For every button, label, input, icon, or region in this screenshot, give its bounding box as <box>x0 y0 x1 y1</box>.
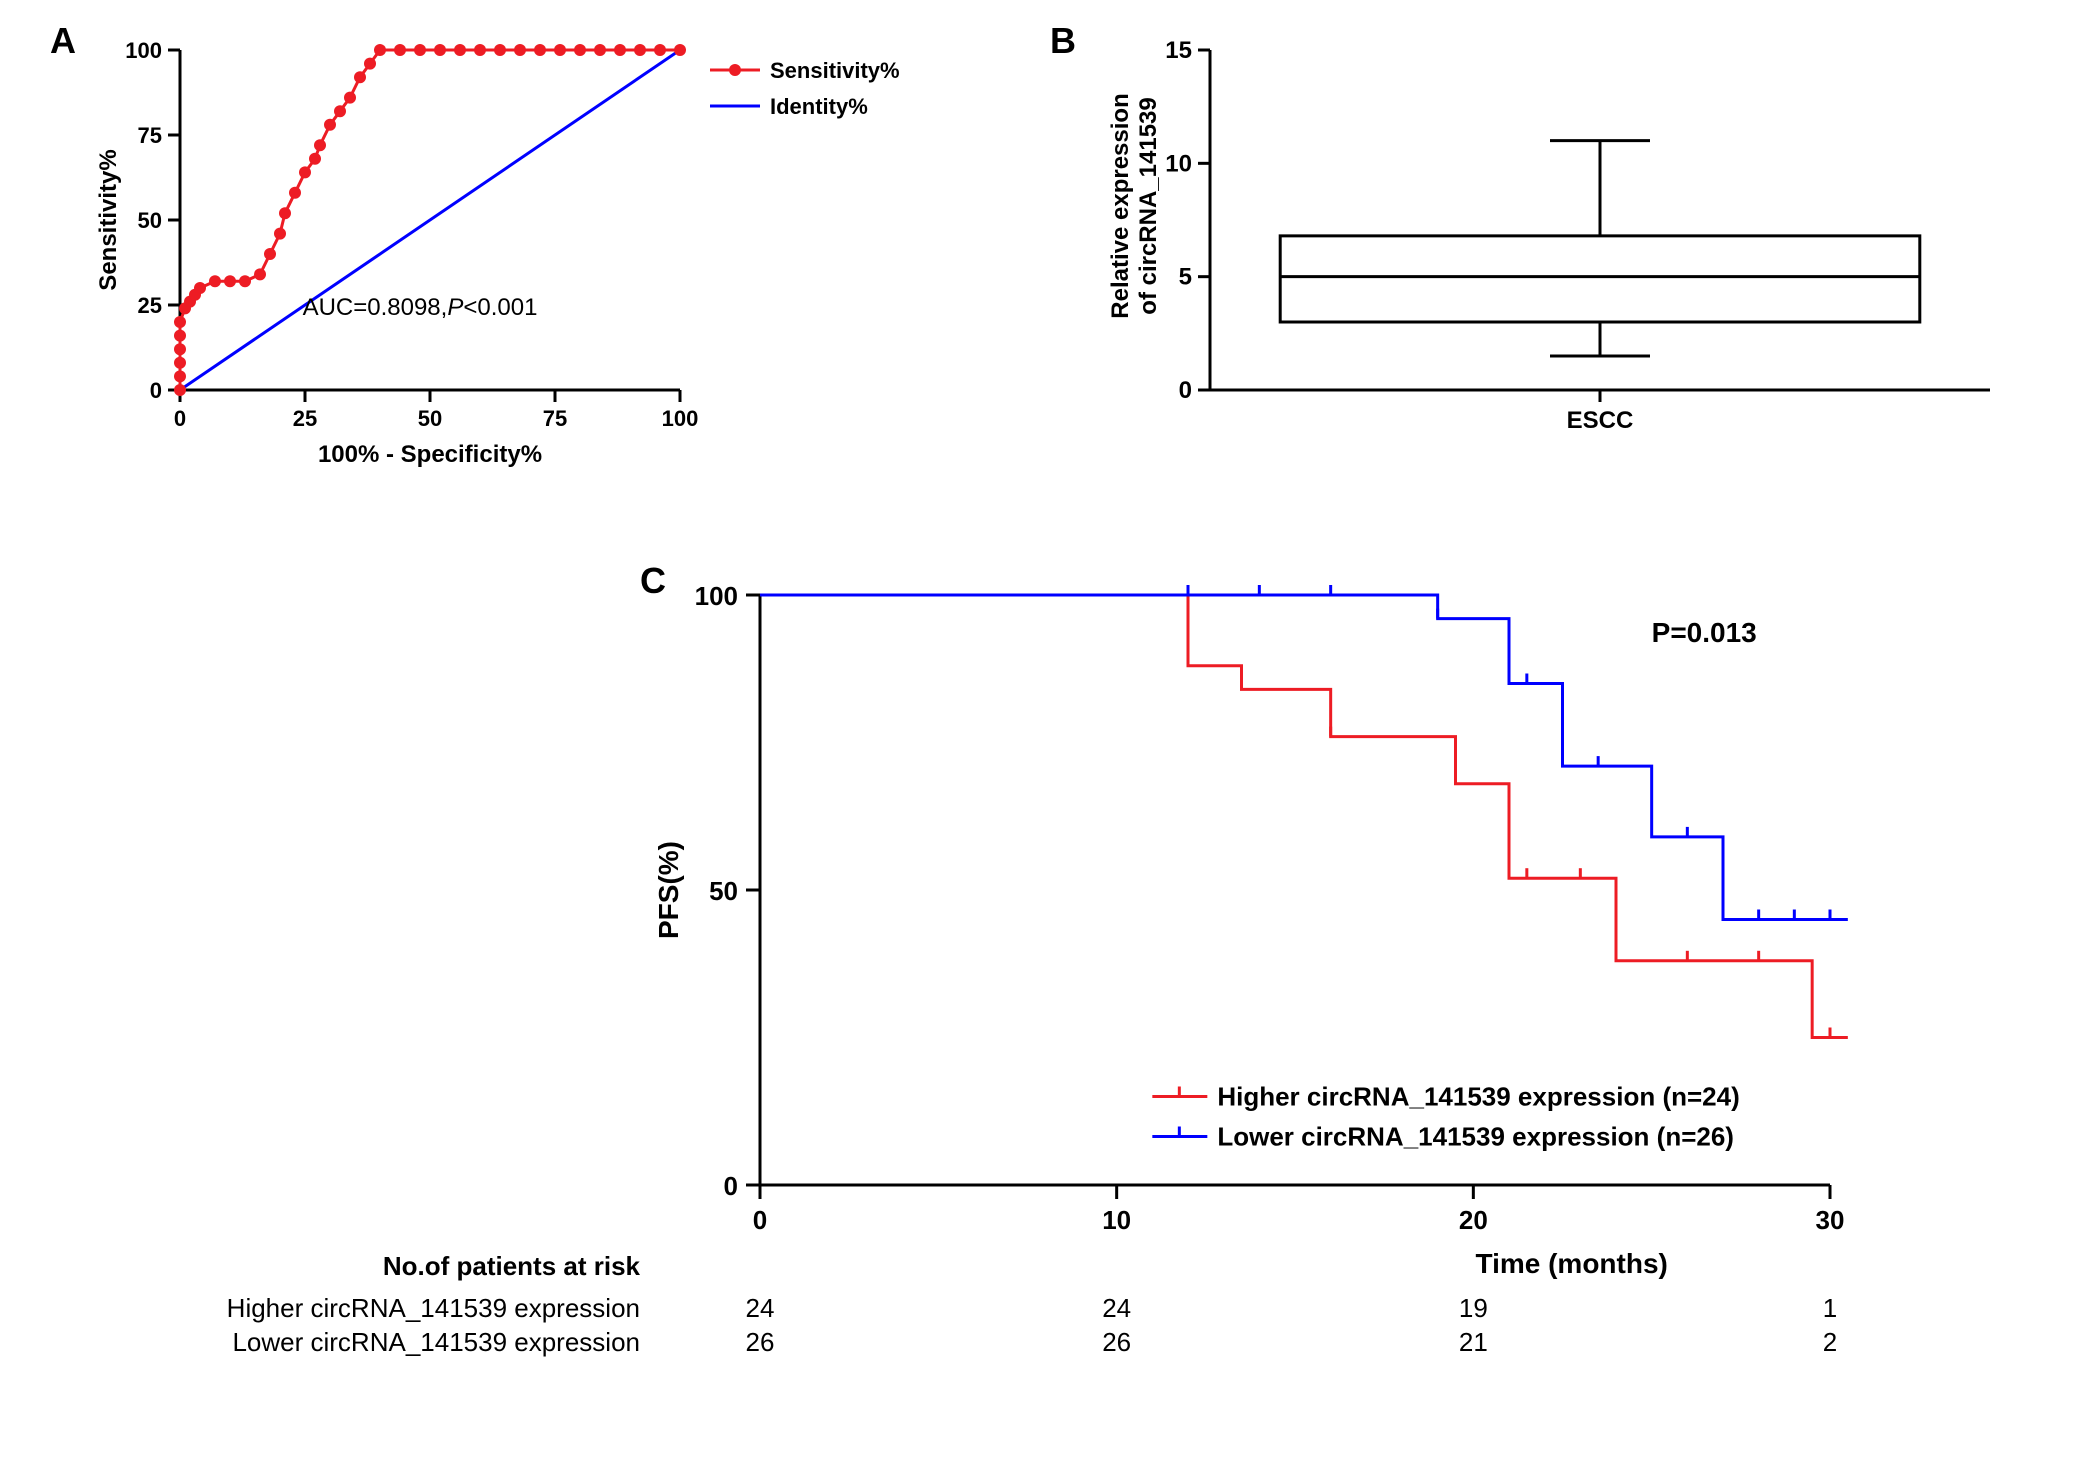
svg-text:15: 15 <box>1165 37 1192 64</box>
svg-text:21: 21 <box>1459 1327 1488 1357</box>
svg-text:0: 0 <box>150 378 162 403</box>
svg-text:0: 0 <box>753 1205 767 1235</box>
svg-text:2: 2 <box>1823 1327 1837 1357</box>
svg-text:AUC=0.8098,P<0.001: AUC=0.8098,P<0.001 <box>303 294 538 321</box>
svg-text:of circRNA_141539: of circRNA_141539 <box>1135 97 1162 314</box>
svg-text:Sensitivity%: Sensitivity% <box>95 149 122 290</box>
km-chart: 0 10 20 30 0 50 100 Time (months) PFS(%) P=0.013 H… <box>100 575 2000 1455</box>
svg-text:19: 19 <box>1459 1293 1488 1323</box>
panel-b-label: B <box>1050 20 1076 62</box>
svg-text:Time (months): Time (months) <box>1475 1248 1667 1279</box>
boxplot-chart: 0 5 10 15 Relative expressionof circRNA_1415… <box>1080 30 2040 490</box>
svg-text:50: 50 <box>418 406 442 431</box>
svg-text:75: 75 <box>543 406 567 431</box>
panel-a-label: A <box>50 20 76 62</box>
svg-text:100: 100 <box>662 406 699 431</box>
figure-container: A 02550751000255075100100% - Specificity… <box>20 20 2080 1461</box>
svg-text:24: 24 <box>1102 1293 1131 1323</box>
svg-text:100: 100 <box>125 38 162 63</box>
svg-text:5: 5 <box>1179 264 1192 291</box>
svg-text:100% - Specificity%: 100% - Specificity% <box>318 441 542 468</box>
svg-text:25: 25 <box>293 406 317 431</box>
panel-c: 0 10 20 30 0 50 100 Time (months) PFS(%) P=0.013 H… <box>100 575 2000 1455</box>
svg-text:30: 30 <box>1816 1205 1845 1235</box>
svg-text:50: 50 <box>709 876 738 906</box>
svg-text:Identity%: Identity% <box>770 94 868 119</box>
svg-text:10: 10 <box>1165 150 1192 177</box>
svg-text:0: 0 <box>724 1171 738 1201</box>
svg-text:0: 0 <box>1179 377 1192 404</box>
svg-text:100: 100 <box>695 581 738 611</box>
svg-text:50: 50 <box>138 208 162 233</box>
svg-text:26: 26 <box>1102 1327 1131 1357</box>
svg-text:25: 25 <box>138 293 162 318</box>
svg-text:24: 24 <box>746 1293 775 1323</box>
svg-text:Sensitivity%: Sensitivity% <box>770 58 900 83</box>
svg-text:26: 26 <box>746 1327 775 1357</box>
panel-a: 0 25 50 75 100 0 25 50 75 100 100% - Specificity% S… <box>80 30 980 490</box>
svg-text:No.of patients at risk: No.of patients at risk <box>383 1251 641 1281</box>
panel-b: 0 5 10 15 Relative expressionof circRNA_1415… <box>1080 30 2040 490</box>
roc-chart: 0 25 50 75 100 0 25 50 75 100 100% - Specificity% S… <box>80 30 980 490</box>
svg-text:1: 1 <box>1823 1293 1837 1323</box>
svg-text:75: 75 <box>138 123 162 148</box>
svg-text:P=0.013: P=0.013 <box>1652 617 1757 648</box>
svg-text:20: 20 <box>1459 1205 1488 1235</box>
svg-text:Relative expression: Relative expression <box>1107 93 1134 318</box>
svg-text:Higher circRNA_141539 expressi: Higher circRNA_141539 expression <box>227 1293 640 1323</box>
svg-text:10: 10 <box>1102 1205 1131 1235</box>
svg-text:Higher circRNA_141539 expressi: Higher circRNA_141539 expression (n=24) <box>1217 1082 1739 1112</box>
svg-text:Lower circRNA_141539 expressio: Lower circRNA_141539 expression <box>232 1327 640 1357</box>
svg-text:Lower circRNA_141539 expressio: Lower circRNA_141539 expression (n=26) <box>1217 1122 1734 1152</box>
svg-text:0: 0 <box>174 406 186 431</box>
svg-text:ESCC: ESCC <box>1567 407 1634 434</box>
svg-text:PFS(%): PFS(%) <box>653 841 684 939</box>
